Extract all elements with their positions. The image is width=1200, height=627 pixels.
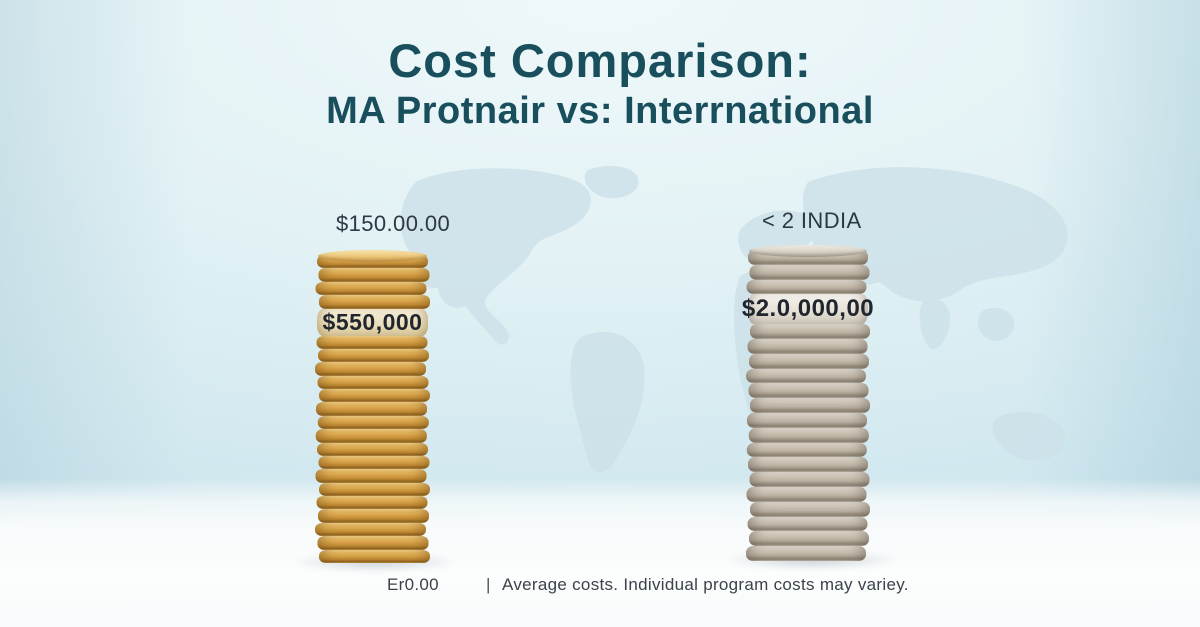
coin [746, 368, 866, 384]
coin [315, 522, 426, 537]
coin [315, 362, 426, 376]
gold-price-band-label: $550,000 [322, 308, 423, 335]
coin [749, 264, 870, 280]
coin [317, 375, 429, 389]
coin [748, 457, 868, 473]
gold-stack-top-label: $150.00.00 [336, 211, 451, 236]
wall-shade-left [0, 0, 190, 540]
coin [319, 389, 430, 403]
world-map-background [400, 165, 1068, 473]
coin [750, 501, 870, 517]
coin [747, 516, 868, 532]
coin [750, 324, 870, 340]
gold-stack-top-face [318, 250, 427, 262]
coin [316, 496, 428, 510]
footnote-separator: | [486, 575, 491, 594]
coin [749, 353, 869, 369]
coin [746, 279, 867, 295]
coin [749, 472, 870, 487]
page-subtitle: MA Protnair vs: Interrnational [326, 90, 874, 132]
coin [317, 536, 429, 550]
coin [317, 442, 428, 456]
page-title: Cost Comparison: [388, 34, 812, 87]
coin [319, 549, 430, 563]
coin [749, 531, 869, 547]
floor-surface [0, 478, 1200, 627]
coin [748, 383, 869, 399]
coin [318, 348, 429, 363]
silver-stack-top-face [749, 245, 867, 257]
silver-stack-top-label: < 2 INDIA [762, 208, 862, 233]
coin [316, 402, 427, 416]
coin [318, 268, 430, 282]
coin [319, 482, 430, 496]
coin [747, 413, 867, 428]
coin [316, 335, 428, 349]
coin [746, 486, 867, 502]
coin-stack-silver: $2.0,000,00 [742, 245, 874, 561]
coin [315, 429, 427, 443]
wall-shade-right [1025, 0, 1200, 560]
silver-price-band-label: $2.0,000,00 [741, 295, 875, 323]
coin [319, 295, 430, 309]
silver-price-band: $2.0,000,00 [742, 294, 874, 325]
coin [318, 509, 429, 523]
coin [317, 415, 429, 430]
coin [315, 281, 427, 296]
coin [750, 398, 870, 414]
gold-price-band: $550,000 [317, 308, 428, 336]
title-block: Cost Comparison: MA Protnair vs: Interrn… [0, 34, 1200, 134]
coin [748, 427, 869, 443]
coin [746, 546, 866, 561]
coin [318, 455, 430, 470]
footnote-left: Er0.00 [387, 575, 439, 594]
coin [315, 469, 427, 483]
coin [747, 339, 868, 354]
coin [746, 442, 867, 458]
coin-stack-gold: $550,000 [315, 250, 430, 563]
footnote-right: Average costs. Individual program costs … [502, 575, 909, 594]
